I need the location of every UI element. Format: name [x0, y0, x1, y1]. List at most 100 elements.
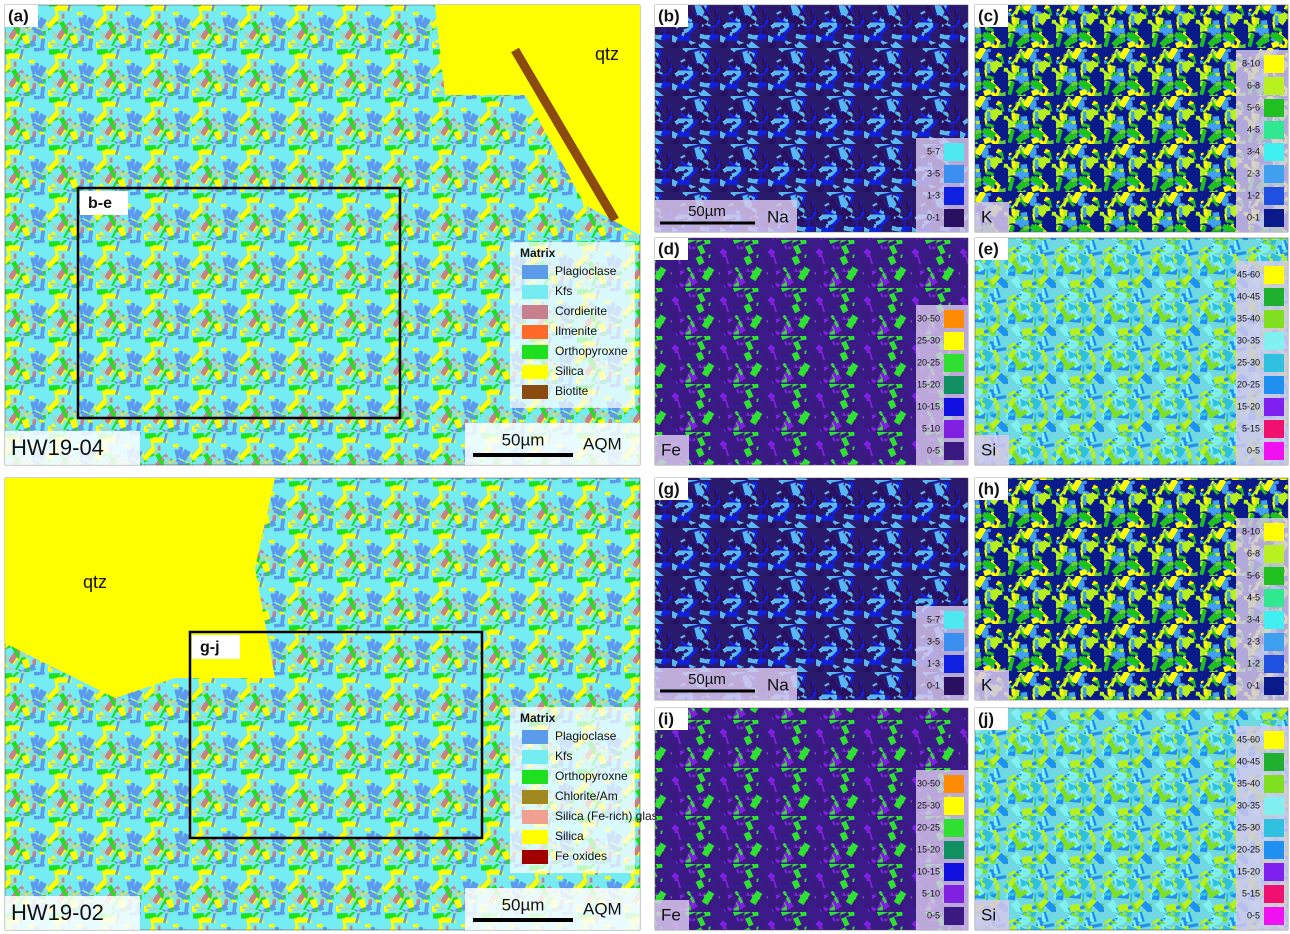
panel: (j) 45-60 40-45 35-40 30-35 25-30 20-25 15-20 5-… — [974, 707, 1289, 931]
element-label: Si — [981, 440, 996, 459]
legend-swatch — [944, 611, 964, 629]
legend-swatch — [522, 770, 548, 784]
panel: (i) 30-50 25-30 20-25 15-20 10-15 5-10 0-5 Fe — [654, 707, 969, 931]
legend-entry: 1-3 — [927, 658, 940, 668]
legend-entry: 25-30 — [917, 800, 940, 810]
legend-entry: 0-1 — [927, 680, 940, 690]
legend-entry: 0-1 — [1247, 212, 1260, 222]
legend-swatch — [522, 850, 548, 864]
legend-entry: 2-3 — [1247, 636, 1260, 646]
legend-swatch — [1264, 753, 1284, 771]
legend-entry: Silica — [555, 829, 584, 843]
legend-swatch — [522, 810, 548, 824]
mineral-label: qtz — [83, 572, 107, 592]
legend-swatch — [522, 365, 548, 379]
legend-swatch — [944, 442, 964, 460]
legend-entry: 15-20 — [917, 379, 940, 389]
scale-label: 50µm — [502, 430, 545, 449]
panel: (h) 8-10 6-8 5-6 4-5 3-4 2-3 1-2 0-1 K — [974, 477, 1289, 701]
legend-entry: 5-6 — [1247, 570, 1260, 580]
legend-swatch — [944, 143, 964, 161]
legend-swatch — [944, 797, 964, 815]
legend-swatch — [944, 165, 964, 183]
map-image — [654, 477, 969, 701]
legend-swatch — [944, 775, 964, 793]
legend-swatch — [1264, 55, 1284, 73]
legend-swatch — [522, 790, 548, 804]
legend-swatch — [522, 385, 548, 399]
sample-label: HW19-04 — [11, 435, 104, 460]
legend-swatch — [1264, 209, 1284, 227]
legend-swatch — [944, 907, 964, 925]
legend-swatch — [944, 398, 964, 416]
legend-entry: 0-5 — [927, 910, 940, 920]
panel-label: (j) — [978, 709, 994, 728]
panel-label: (g) — [658, 479, 680, 498]
legend-entry: Cordierite — [555, 304, 607, 318]
legend-entry: 10-15 — [917, 866, 940, 876]
element-label: Si — [981, 905, 996, 924]
map-image — [974, 477, 1289, 701]
legend-entry: 0-5 — [1247, 910, 1260, 920]
element-label: Fe — [661, 905, 681, 924]
element-box — [975, 202, 1009, 232]
legend-entry: 30-50 — [917, 778, 940, 788]
legend-entry: 15-20 — [1237, 866, 1260, 876]
legend-swatch — [1264, 545, 1284, 563]
legend-entry: 15-20 — [1237, 401, 1260, 411]
element-label: K — [981, 207, 993, 226]
legend-swatch — [1264, 442, 1284, 460]
legend-entry: 1-3 — [927, 190, 940, 200]
legend-entry: Kfs — [555, 284, 572, 298]
label-box — [975, 5, 1008, 27]
panel: (g) 5-7 3-5 1-3 0-1 50µm Na — [654, 477, 969, 701]
legend-entry: Orthopyroxne — [555, 769, 628, 783]
legend-entry: 8-10 — [1242, 58, 1260, 68]
panel-label: (b) — [658, 6, 680, 25]
legend-swatch — [944, 633, 964, 651]
legend-swatch — [1264, 288, 1284, 306]
element-box — [975, 900, 1009, 930]
scale-label: 50µm — [688, 671, 726, 688]
legend-entry: 20-25 — [917, 822, 940, 832]
scale-box — [655, 200, 797, 232]
method-label: AQM — [583, 899, 622, 918]
legend-swatch — [944, 841, 964, 859]
legend-entry: 35-40 — [1237, 778, 1260, 788]
legend-swatch — [944, 677, 964, 695]
legend-swatch — [1264, 121, 1284, 139]
legend-entry: Fe oxides — [555, 849, 607, 863]
legend-entry: 0-5 — [927, 445, 940, 455]
legend-swatch — [944, 885, 964, 903]
label-box — [655, 5, 688, 27]
method-label: AQM — [583, 434, 622, 453]
legend-swatch — [1264, 165, 1284, 183]
legend-swatch — [944, 187, 964, 205]
element-label: Fe — [661, 440, 681, 459]
legend-entry: 5-15 — [1242, 423, 1260, 433]
map-image — [654, 707, 969, 931]
legend-swatch — [1264, 589, 1284, 607]
legend-swatch — [1264, 775, 1284, 793]
panel: (b) 5-7 3-5 1-3 0-1 50µm Na — [654, 4, 969, 233]
mineral-label: qtz — [595, 44, 619, 64]
legend-swatch — [522, 305, 548, 319]
legend-swatch — [1264, 655, 1284, 673]
legend-swatch — [522, 345, 548, 359]
panel: (a) qtz b-e Matrix Plagioclase Kfs Cordierite I… — [4, 4, 641, 466]
legend-entry: 45-60 — [1237, 734, 1260, 744]
sample-box — [5, 896, 140, 930]
legend-swatch — [1264, 611, 1284, 629]
legend-entry: 8-10 — [1242, 526, 1260, 536]
legend-entry: 3-4 — [1247, 614, 1260, 624]
legend-swatch — [1264, 885, 1284, 903]
legend-entry: 3-5 — [927, 168, 940, 178]
legend-swatch — [1264, 354, 1284, 372]
inset-label: g-j — [200, 639, 220, 656]
legend-entry: 1-2 — [1247, 190, 1260, 200]
element-box — [975, 670, 1009, 700]
scale-label: 50µm — [502, 895, 545, 914]
label-box — [975, 238, 1008, 260]
panel: (e) 45-60 40-45 35-40 30-35 25-30 20-25 15-20 5-… — [974, 237, 1289, 466]
panel-label: (e) — [978, 239, 999, 258]
